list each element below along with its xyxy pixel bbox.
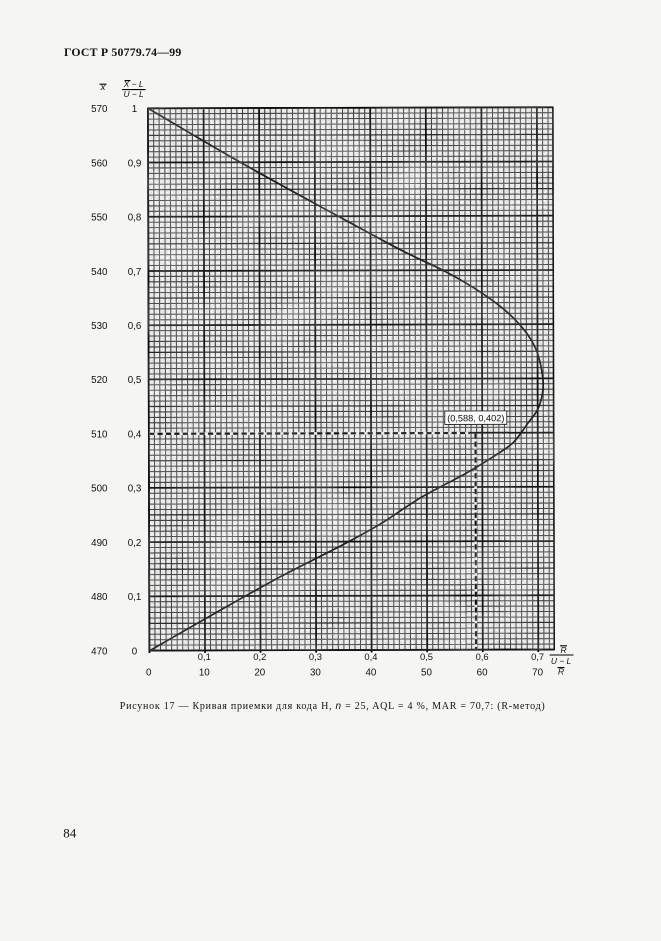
svg-text:500: 500: [91, 484, 108, 495]
svg-text:560: 560: [91, 158, 108, 169]
svg-text:0,1: 0,1: [128, 592, 142, 603]
svg-text:R: R: [560, 645, 566, 655]
svg-text:0,2: 0,2: [128, 538, 142, 549]
svg-text:1: 1: [132, 104, 137, 115]
svg-text:0,2: 0,2: [253, 651, 266, 662]
svg-text:10: 10: [199, 668, 210, 679]
svg-text:R: R: [558, 667, 564, 677]
svg-text:U − L: U − L: [123, 89, 144, 99]
svg-text:0,5: 0,5: [420, 651, 433, 662]
svg-text:0,3: 0,3: [128, 484, 142, 495]
svg-text:Рисунок 17 — Кривая приемки дл: Рисунок 17 — Кривая приемки для кода Н, …: [120, 701, 546, 712]
svg-text:550: 550: [91, 213, 108, 224]
svg-text:84: 84: [63, 825, 76, 840]
svg-text:520: 520: [91, 375, 108, 386]
svg-text:0: 0: [146, 668, 152, 679]
svg-text:0,7: 0,7: [128, 267, 142, 278]
svg-text:(0,588, 0,402): (0,588, 0,402): [447, 413, 504, 423]
svg-text:20: 20: [254, 668, 265, 679]
svg-text:0,6: 0,6: [476, 651, 489, 662]
svg-text:0,8: 0,8: [128, 213, 142, 224]
svg-text:480: 480: [91, 592, 108, 603]
svg-text:470: 470: [91, 646, 108, 657]
svg-text:50: 50: [421, 668, 432, 679]
svg-text:0,5: 0,5: [128, 375, 142, 386]
svg-text:30: 30: [310, 668, 321, 679]
svg-text:0,3: 0,3: [309, 651, 322, 662]
svg-text:U − L: U − L: [551, 656, 572, 666]
svg-text:0,4: 0,4: [128, 429, 142, 440]
svg-text:0,1: 0,1: [198, 651, 211, 662]
svg-text:570: 570: [91, 104, 108, 115]
svg-text:X − L: X − L: [123, 79, 144, 89]
svg-text:70: 70: [532, 668, 543, 679]
svg-text:530: 530: [91, 321, 108, 332]
svg-text:x: x: [100, 82, 107, 93]
svg-text:490: 490: [91, 538, 108, 549]
svg-text:0,6: 0,6: [128, 321, 142, 332]
svg-text:0,9: 0,9: [128, 158, 142, 169]
svg-text:0,7: 0,7: [531, 651, 544, 662]
svg-text:0,4: 0,4: [364, 651, 377, 662]
svg-text:60: 60: [477, 668, 488, 679]
svg-text:540: 540: [91, 267, 108, 278]
svg-text:0: 0: [132, 646, 138, 657]
svg-text:ГОСТ Р 50779.74—99: ГОСТ Р 50779.74—99: [64, 45, 181, 59]
svg-text:40: 40: [365, 668, 376, 679]
svg-text:510: 510: [91, 429, 108, 440]
